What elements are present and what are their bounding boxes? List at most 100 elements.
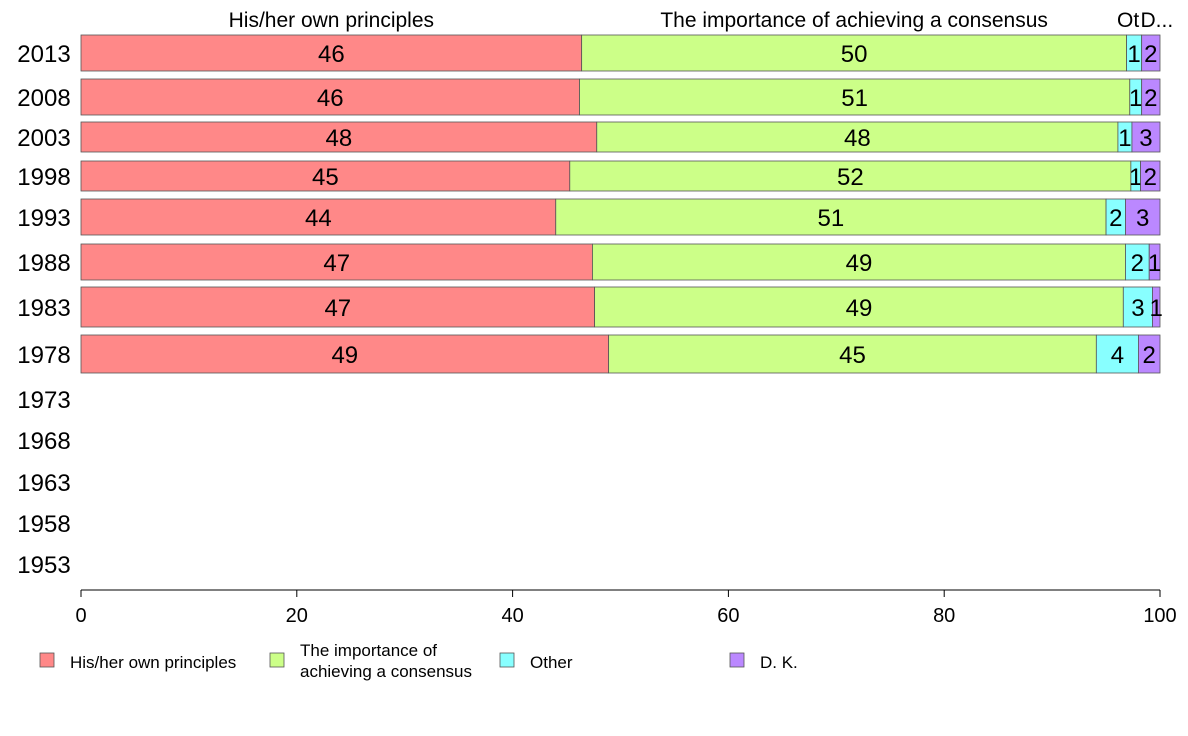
year-label: 1998 (17, 164, 70, 191)
column-header-0: His/her own principles (229, 9, 434, 32)
legend-label-line: achieving a consensus (300, 662, 472, 681)
data-label: 51 (818, 205, 845, 232)
data-label: 4 (1111, 342, 1124, 369)
row-1963: 1963 (17, 470, 70, 497)
bar-segment (579, 78, 1131, 116)
bar-segment (555, 198, 1107, 236)
legend-swatch (729, 652, 745, 668)
bar-segment (1125, 198, 1161, 236)
bar-segment (594, 286, 1124, 328)
x-tick-label: 40 (501, 605, 523, 627)
x-tick-label: 20 (286, 605, 308, 627)
bar-segment (1131, 121, 1161, 153)
data-label: 49 (331, 342, 358, 369)
data-label: 2 (1109, 205, 1122, 232)
year-label: 1958 (17, 511, 70, 538)
data-label: 1 (1150, 295, 1163, 322)
legend-label: His/her own principles (70, 653, 236, 672)
year-label: 1993 (17, 205, 70, 232)
data-label: 2 (1143, 342, 1156, 369)
bar-segment (1141, 78, 1161, 116)
bar-segment (80, 198, 557, 236)
data-label: 2 (1131, 250, 1144, 277)
year-label: 1988 (17, 250, 70, 277)
data-label: 2 (1144, 41, 1157, 68)
column-header-3: D... (1140, 9, 1173, 32)
row-1993: 1993 44 51 2 3 (17, 198, 1161, 236)
bar-segment (1095, 334, 1139, 374)
data-label: 2 (1144, 85, 1157, 112)
bar-segment (1148, 243, 1161, 281)
bar-segment (581, 34, 1127, 72)
column-header-2: Ot (1117, 9, 1139, 32)
bar-segment (1152, 286, 1161, 328)
data-label: 1 (1118, 125, 1131, 152)
legend-label-line: The importance of (300, 641, 437, 660)
data-label: 46 (317, 85, 344, 112)
legend: His/her own principles The importance of a… (39, 641, 798, 681)
year-label: 1983 (17, 295, 70, 322)
legend-label: D. K. (760, 653, 798, 672)
bar-segment (596, 121, 1119, 153)
data-label: 51 (841, 85, 868, 112)
data-label: 47 (323, 250, 350, 277)
row-1968: 1968 (17, 428, 70, 455)
year-label: 1953 (17, 552, 70, 579)
legend-item-0: His/her own principles (39, 652, 236, 672)
x-tick-label: 0 (75, 605, 86, 627)
bar-segment (592, 243, 1126, 281)
data-label: 1 (1148, 250, 1161, 277)
row-1953: 1953 (17, 552, 70, 579)
legend-swatch (39, 652, 55, 668)
x-tick-label: 80 (933, 605, 955, 627)
year-label: 2013 (17, 41, 70, 68)
data-label: 45 (312, 164, 339, 191)
bar-segment (80, 34, 583, 72)
year-label: 2003 (17, 125, 70, 152)
legend-swatch (269, 652, 285, 668)
data-label: 48 (844, 125, 871, 152)
data-label: 3 (1131, 295, 1144, 322)
column-headers: His/her own principles The importance of … (229, 9, 1174, 32)
row-1978: 1978 49 45 4 2 (17, 334, 1161, 374)
bar-segment (608, 334, 1097, 374)
bar-segment (569, 160, 1132, 192)
x-tick-label: 60 (717, 605, 739, 627)
x-axis: 0 20 40 60 80 100 (75, 589, 1177, 627)
row-2008: 2008 46 51 1 2 (17, 78, 1161, 116)
year-label: 1973 (17, 387, 70, 414)
year-label: 1963 (17, 470, 70, 497)
data-label: 46 (318, 41, 345, 68)
data-label: 49 (846, 250, 873, 277)
data-label: 44 (305, 205, 332, 232)
data-label: 2 (1144, 164, 1157, 191)
legend-item-2: Other (499, 652, 573, 672)
data-label: 1 (1129, 164, 1142, 191)
row-1988: 1988 47 49 2 1 (17, 243, 1161, 281)
row-1958: 1958 (17, 511, 70, 538)
data-label: 49 (846, 295, 873, 322)
bar-segment (80, 243, 593, 281)
x-tick-label: 100 (1143, 605, 1176, 627)
legend-label: Other (530, 653, 573, 672)
data-label: 45 (839, 342, 866, 369)
legend-item-3: D. K. (729, 652, 798, 672)
year-label: 1978 (17, 342, 70, 369)
bar-segment (1138, 334, 1161, 374)
bar-segment (1140, 160, 1161, 192)
legend-item-1: The importance of achieving a consensus (269, 641, 472, 681)
row-2013: 2013 46 50 1 2 (17, 34, 1161, 72)
bar-segment (1141, 34, 1161, 72)
row-2003: 2003 48 48 1 3 (17, 121, 1161, 153)
year-label: 2008 (17, 85, 70, 112)
row-1998: 1998 45 52 1 2 (17, 160, 1161, 192)
data-label: 3 (1139, 125, 1152, 152)
column-header-1: The importance of achieving a consensus (660, 9, 1048, 32)
bar-segment (80, 334, 610, 374)
legend-swatch (499, 652, 515, 668)
year-label: 1968 (17, 428, 70, 455)
data-label: 50 (841, 41, 868, 68)
data-label: 1 (1129, 85, 1142, 112)
